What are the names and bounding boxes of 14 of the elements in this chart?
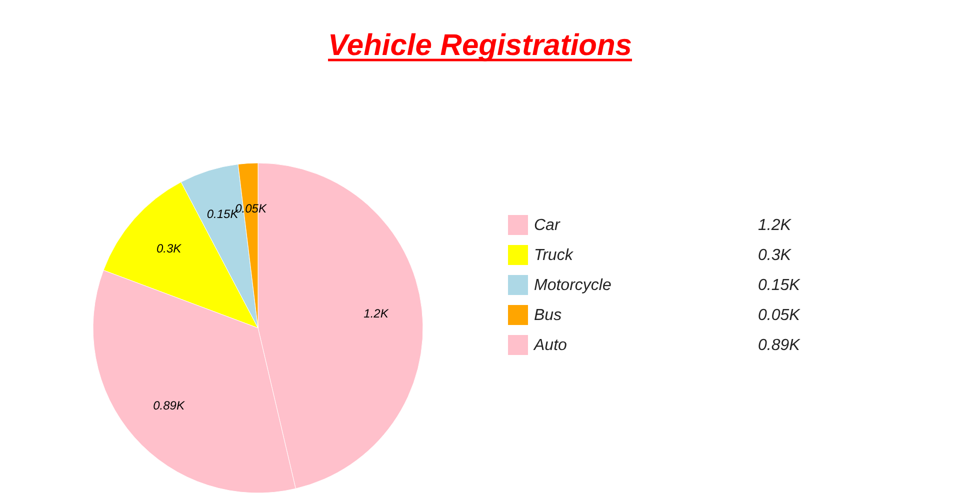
text: 0.3K <box>758 247 791 264</box>
data-label: 0.89K <box>153 398 186 413</box>
legend-label: Bus <box>534 307 562 324</box>
text: 0.89K <box>758 337 800 354</box>
legend-label: Auto <box>533 337 568 354</box>
legend-label: Car <box>534 217 560 234</box>
text: 1.2K <box>758 217 791 234</box>
data-label: 0.3K <box>156 242 182 256</box>
data-label: 1.2K <box>364 306 390 321</box>
text: 0.05K <box>758 307 800 324</box>
chart-title: Vehicle Registrations <box>328 29 632 62</box>
legend-label: Motorcycle <box>534 277 612 294</box>
text: 0.15K <box>758 277 800 294</box>
legend-label: Truck <box>534 247 574 264</box>
